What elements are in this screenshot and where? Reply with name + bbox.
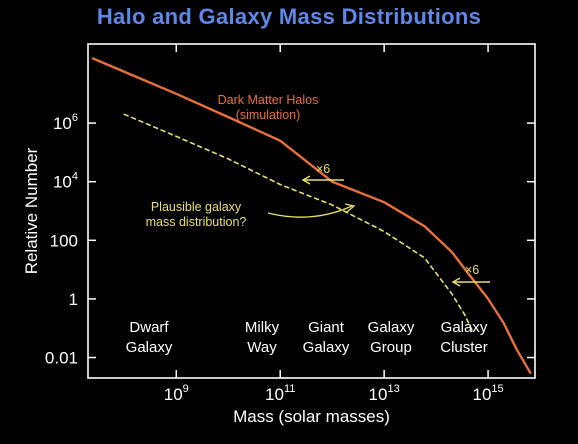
factor6-annotation-lower: ×6 (465, 263, 479, 277)
halo-annotation: Dark Matter Halos (simulation) (218, 93, 319, 122)
y-tick-label: 104 (53, 171, 78, 192)
factor6-arrowhead-upper (301, 175, 311, 185)
chart-title: Halo and Galaxy Mass Distributions (96, 4, 482, 29)
category-label: Galaxy Cluster (440, 319, 488, 356)
galaxy-pointer-arrowhead (344, 203, 356, 213)
category-label: Dwarf Galaxy (126, 319, 173, 356)
y-tick-label: 0.01 (45, 349, 78, 368)
galaxy-annotation: Plausible galaxy mass distribution? (146, 200, 247, 229)
galaxy-series-line (123, 113, 474, 332)
plot-frame (87, 43, 536, 379)
galaxy-pointer-arrow (267, 205, 353, 218)
category-label: Galaxy Group (368, 319, 415, 356)
x-tick-label: 1013 (369, 383, 400, 404)
halo-series-line (91, 57, 532, 374)
y-tick-label: 100 (50, 231, 78, 250)
y-tick-label: 106 (53, 112, 78, 133)
category-label: Giant Galaxy (303, 319, 350, 356)
factor6-annotation-upper: ×6 (316, 162, 330, 176)
x-axis-label: Mass (solar masses) (233, 407, 390, 426)
category-label: Milky Way (245, 319, 280, 356)
factor6-arrowhead-lower (451, 277, 461, 287)
y-axis-label: Relative Number (22, 147, 41, 274)
x-tick-label: 1011 (265, 383, 295, 404)
x-tick-label: 1015 (472, 383, 503, 404)
x-tick-label: 109 (164, 383, 189, 404)
y-tick-label: 1 (69, 290, 78, 309)
